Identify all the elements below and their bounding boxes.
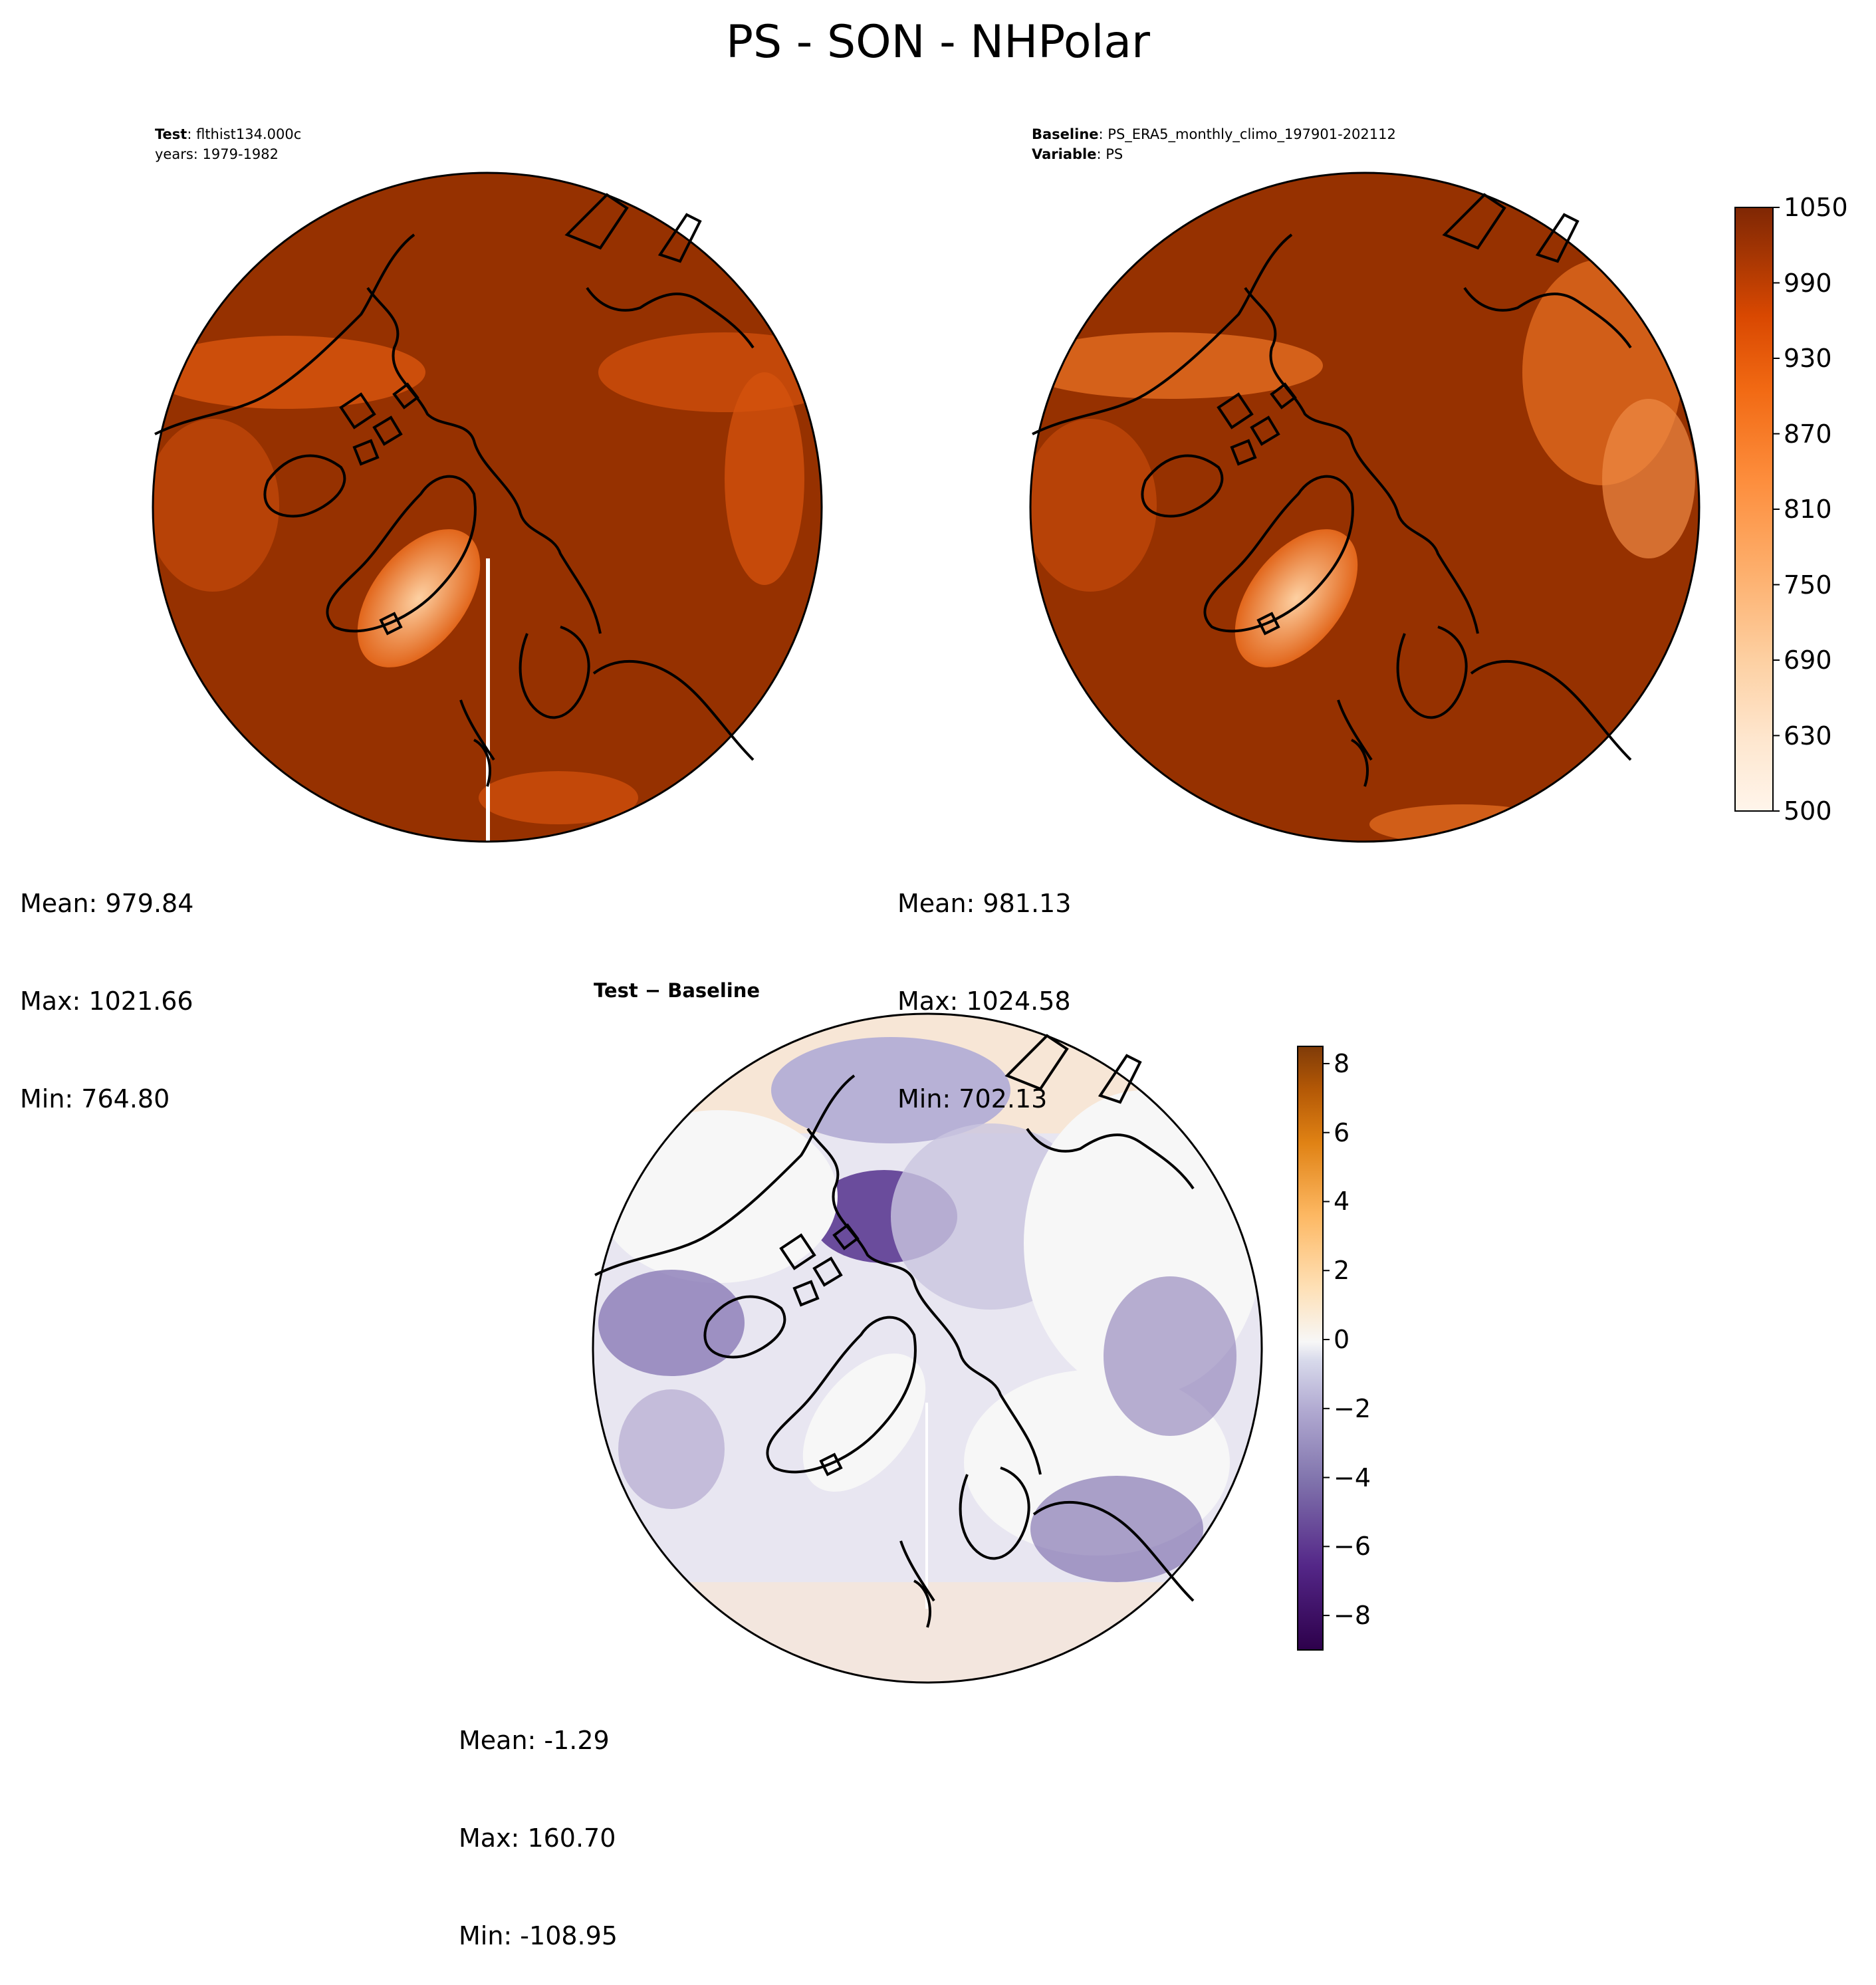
baseline-variable-key: Variable [1032,146,1097,162]
figure-canvas [152,172,1780,1684]
diff-mean: Mean: -1.29 [459,1726,610,1755]
field-colorbar-tick-label: 870 [1784,419,1832,449]
diff-colorbar-tick-label: 4 [1334,1187,1350,1217]
test-years: years: 1979-1982 [155,146,279,162]
diff-stats: Mean: -1.29 Max: 160.70 Min: -108.95 [459,1659,618,1985]
field-colorbar-tick-label: 810 [1784,495,1832,524]
field-colorbar-tick-label: 630 [1784,721,1832,751]
field-colorbar [1734,207,1780,812]
diff-label-sep: − [638,979,668,1002]
test-label-key: Test [155,126,187,142]
test-subtitle: Test: flthist134.000c years: 1979-1982 [155,124,301,164]
diff-colorbar-tick-label: −4 [1334,1462,1371,1492]
diff-colorbar-tick-label: −6 [1334,1532,1371,1562]
diff-colorbar-tick-label: 6 [1334,1117,1350,1147]
baseline-variable-value: PS [1106,146,1123,162]
test-map [152,172,823,843]
diff-min: Min: -108.95 [459,1921,618,1950]
test-min: Min: 764.80 [20,1084,170,1113]
test-max: Max: 1021.66 [20,987,193,1016]
diff-max: Max: 160.70 [459,1823,616,1853]
diff-colorbar-tick-label: −8 [1334,1601,1371,1631]
baseline-min: Min: 702.13 [897,1084,1048,1113]
baseline-label-key: Baseline [1032,126,1099,142]
test-stats: Mean: 979.84 Max: 1021.66 Min: 764.80 [20,822,193,1148]
baseline-map [1029,172,1700,843]
field-colorbar-tick-label: 690 [1784,645,1832,675]
baseline-label-sep: : [1098,126,1108,142]
diff-map [592,1012,1263,1684]
field-colorbar-tick-label: 500 [1784,796,1832,826]
baseline-mean: Mean: 981.13 [897,889,1072,918]
field-colorbar-tick-label: 1050 [1784,193,1848,222]
baseline-label-value: PS_ERA5_monthly_climo_197901-202112 [1108,126,1396,142]
baseline-subtitle: Baseline: PS_ERA5_monthly_climo_197901-2… [1032,124,1396,164]
baseline-max: Max: 1024.58 [897,987,1071,1016]
diff-label-value: Baseline [667,979,761,1002]
diff-colorbar-tick-label: −2 [1334,1393,1371,1423]
diff-label-key: Test [594,979,638,1002]
diff-subtitle: Test − Baseline [594,979,760,1002]
field-colorbar-tick-label: 930 [1784,344,1832,373]
test-label-value: flthist134.000c [196,126,302,142]
diff-colorbar-tick-label: 8 [1334,1048,1350,1078]
diff-colorbar-tick-label: 0 [1334,1325,1350,1355]
diff-colorbar [1297,1046,1330,1651]
test-mean: Mean: 979.84 [20,889,194,918]
figure-title: PS - SON - NHPolar [726,16,1150,68]
diff-colorbar-tick-label: 2 [1334,1256,1350,1286]
field-colorbar-tick-label: 990 [1784,268,1832,298]
field-colorbar-tick-label: 750 [1784,570,1832,600]
baseline-variable-sep: : [1096,146,1106,162]
test-label-sep: : [187,126,197,142]
baseline-stats: Mean: 981.13 Max: 1024.58 Min: 702.13 [897,822,1071,1148]
